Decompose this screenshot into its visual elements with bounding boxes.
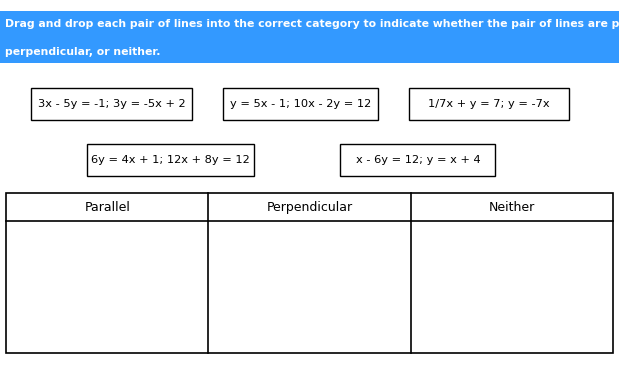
Text: Parallel: Parallel — [84, 201, 130, 214]
Bar — [31, 89, 192, 120]
Text: 1/7x + y = 7; y = -7x: 1/7x + y = 7; y = -7x — [428, 99, 550, 109]
Text: Perpendicular: Perpendicular — [266, 201, 353, 214]
Bar — [6, 193, 613, 353]
Text: 6y = 4x + 1; 12x + 8y = 12: 6y = 4x + 1; 12x + 8y = 12 — [91, 155, 249, 165]
Text: x - 6y = 12; y = x + 4: x - 6y = 12; y = x + 4 — [355, 155, 480, 165]
Bar — [0, 11, 619, 63]
Text: y = 5x - 1; 10x - 2y = 12: y = 5x - 1; 10x - 2y = 12 — [230, 99, 371, 109]
Text: Drag and drop each pair of lines into the correct category to indicate whether t: Drag and drop each pair of lines into th… — [5, 19, 619, 29]
Text: Neither: Neither — [488, 201, 535, 214]
Bar — [409, 89, 569, 120]
Text: perpendicular, or neither.: perpendicular, or neither. — [5, 47, 160, 57]
Text: 3x - 5y = -1; 3y = -5x + 2: 3x - 5y = -1; 3y = -5x + 2 — [38, 99, 185, 109]
Bar — [223, 89, 378, 120]
Bar — [87, 144, 254, 176]
Bar — [340, 144, 495, 176]
